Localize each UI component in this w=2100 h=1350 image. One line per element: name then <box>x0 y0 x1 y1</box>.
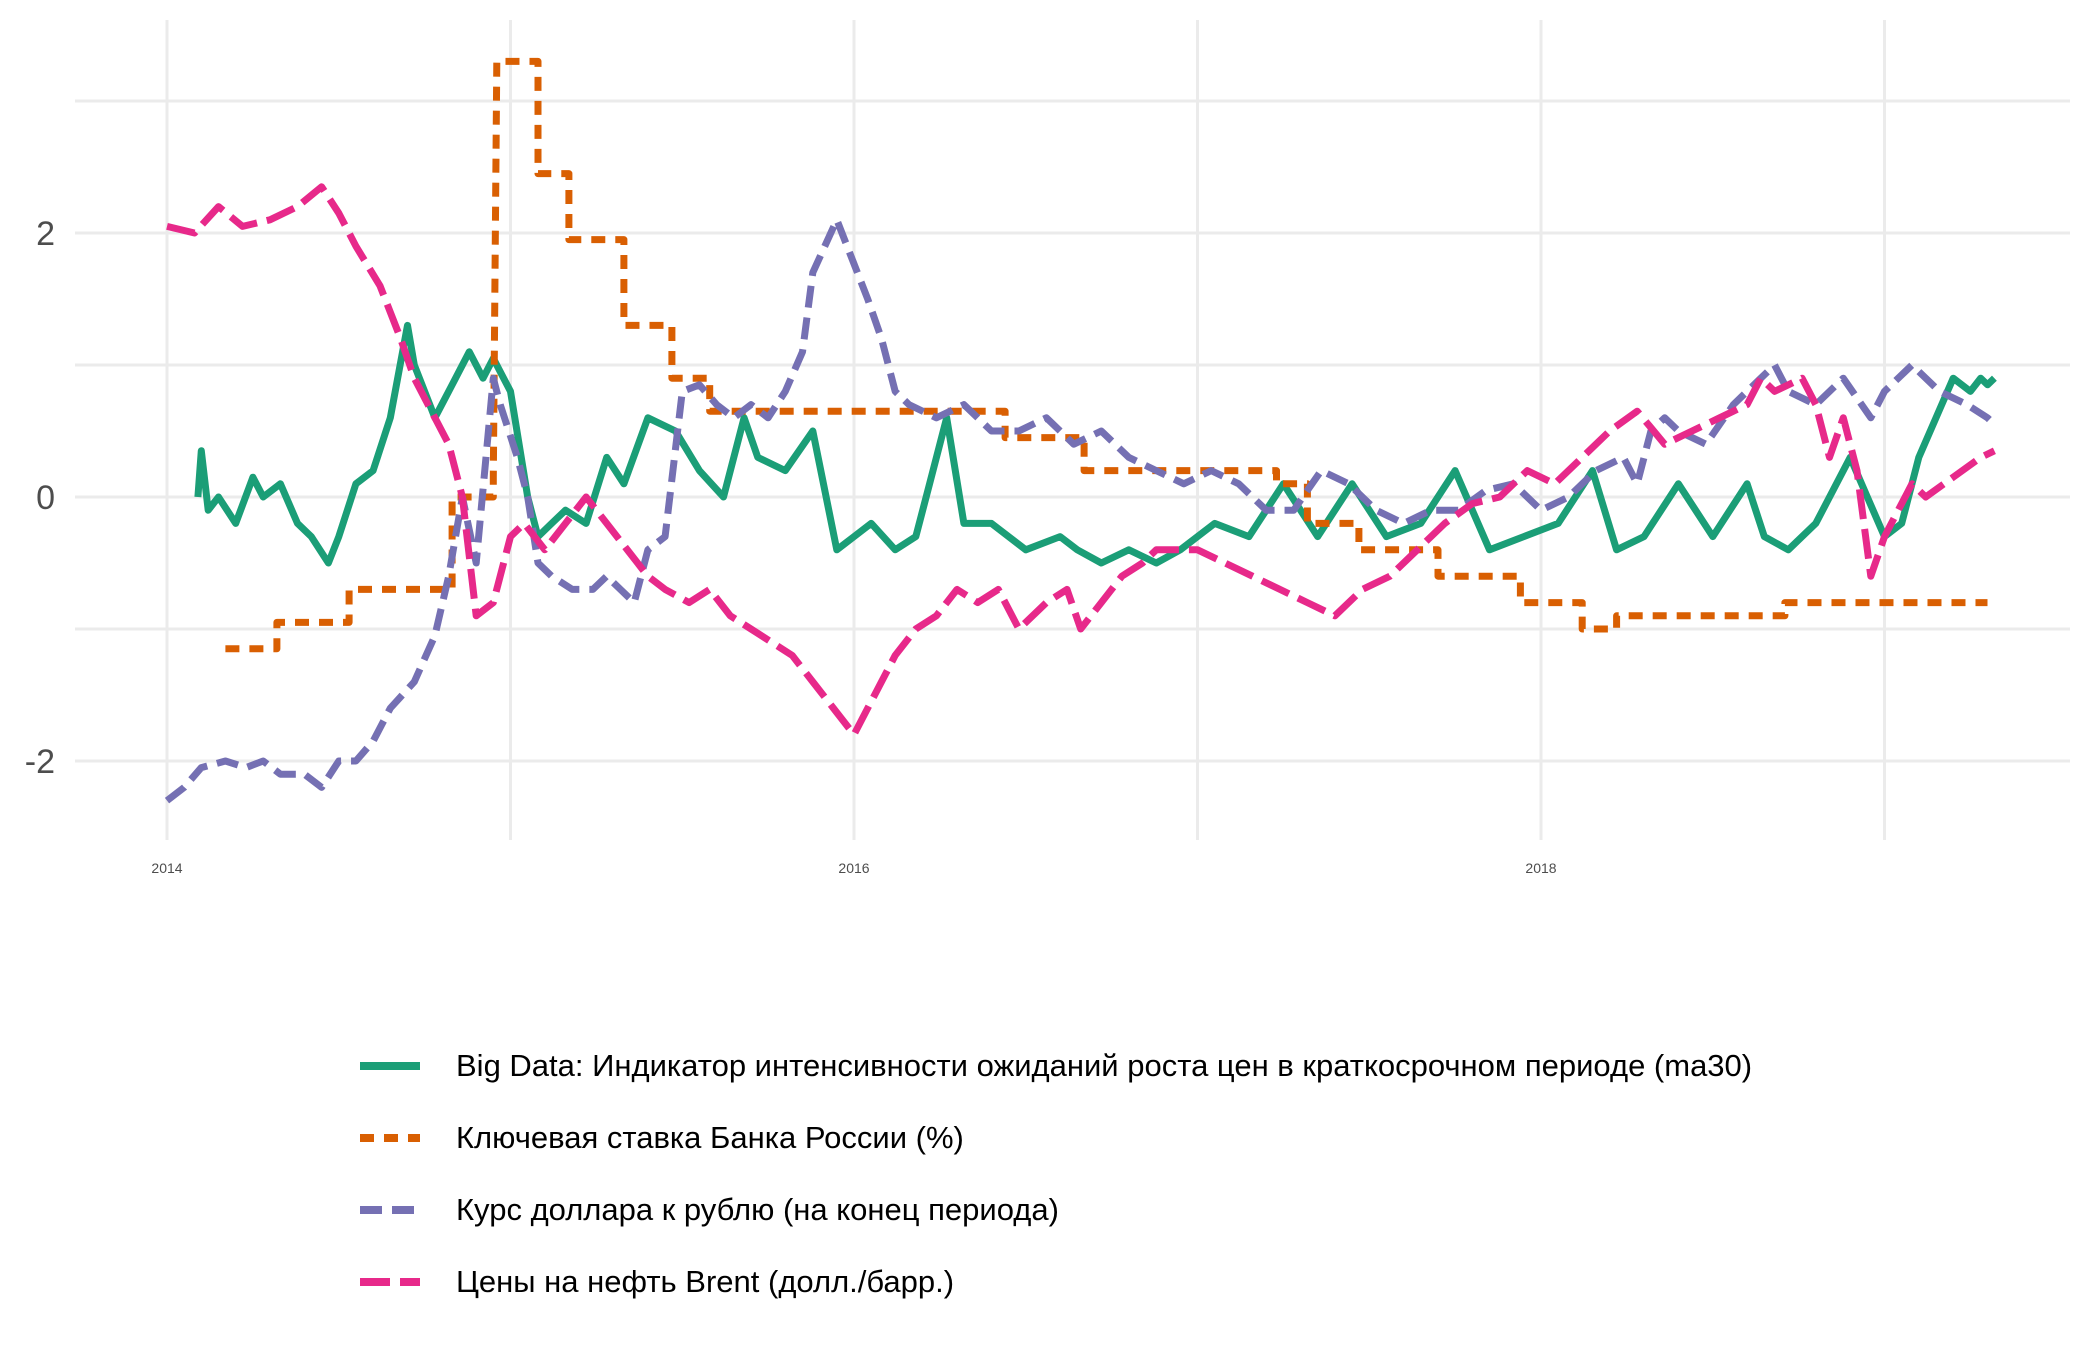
legend-label-usd-rub: Курс доллара к рублю (на конец периода) <box>456 1192 1059 1227</box>
series-usd-rub <box>164 216 1997 804</box>
x-tick-label-0: 2014 <box>151 860 182 876</box>
x-tick-label-2: 2018 <box>1525 860 1556 876</box>
series-brent <box>166 183 1996 739</box>
x-tick-label-1: 2016 <box>838 860 869 876</box>
legend-item-key-rate: Ключевая ставка Банка России (%) <box>360 1102 1752 1174</box>
y-tick-label-1: 0 <box>36 479 55 517</box>
legend-key-usd-rub <box>360 1206 420 1214</box>
legend-item-big-data: Big Data: Индикатор интенсивности ожидан… <box>360 1030 1752 1102</box>
legend-key-brent <box>360 1278 420 1286</box>
legend-label-key-rate: Ключевая ставка Банка России (%) <box>456 1120 964 1155</box>
legend-key-big-data <box>360 1062 420 1070</box>
y-tick-label-0: -2 <box>25 743 55 781</box>
legend-key-key-rate <box>360 1134 420 1142</box>
legend-label-brent: Цены на нефть Brent (долл./барр.) <box>456 1264 955 1299</box>
legend-label-big-data: Big Data: Индикатор интенсивности ожидан… <box>456 1048 1753 1083</box>
series-layer <box>164 57 1997 804</box>
legend-item-usd-rub: Курс доллара к рублю (на конец периода) <box>360 1174 1752 1246</box>
series-big-data <box>194 321 1997 567</box>
legend: Big Data: Индикатор интенсивности ожидан… <box>360 1030 1752 1318</box>
axes: -2 0 2 2014 2016 2018 <box>25 215 1557 876</box>
grid <box>75 20 2070 840</box>
series-key-rate <box>225 57 1988 653</box>
y-tick-label-2: 2 <box>36 215 55 253</box>
legend-item-brent: Цены на нефть Brent (долл./барр.) <box>360 1246 1752 1318</box>
